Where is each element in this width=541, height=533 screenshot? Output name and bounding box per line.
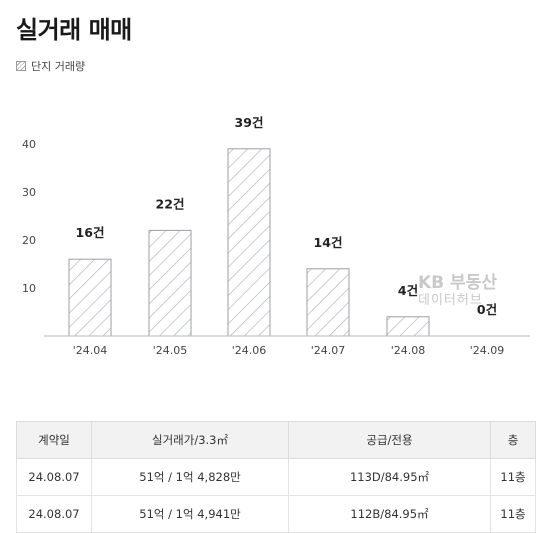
cell-price: 51억 / 1억 4,828만 (91, 458, 289, 496)
bar[interactable] (227, 148, 271, 337)
bar[interactable] (306, 268, 350, 337)
y-tick-label: 10 (22, 282, 36, 295)
x-tick-label: '24.05 (153, 344, 188, 357)
bar[interactable] (68, 258, 112, 337)
table-header-row: 계약일 실거래가/3.3㎡ 공급/전용 층 (16, 421, 536, 459)
cell-contract-date: 24.08.07 (16, 495, 92, 533)
x-tick-label: '24.08 (391, 344, 426, 357)
bar-value-label: 16건 (76, 225, 105, 240)
hatch-swatch-icon (16, 61, 26, 71)
table-row[interactable]: 24.08.07 51억 / 1억 4,941만 112B/84.95㎡ 11층 (16, 495, 536, 533)
legend: 단지 거래량 (16, 58, 85, 74)
y-tick-label: 30 (22, 186, 36, 199)
table-row[interactable]: 24.08.07 51억 / 1억 4,828만 113D/84.95㎡ 11층 (16, 458, 536, 496)
transaction-table: 계약일 실거래가/3.3㎡ 공급/전용 층 24.08.07 51억 / 1억 … (16, 421, 536, 533)
cell-area: 112B/84.95㎡ (288, 495, 491, 533)
y-tick-label: 40 (22, 138, 36, 151)
bar[interactable] (386, 316, 430, 337)
transaction-volume-chart: 10 20 30 40 16건 22건 39건 14건 4건 0건 '24.04 '24.05 '2… (22, 115, 530, 357)
cell-contract-date: 24.08.07 (16, 458, 92, 496)
cell-price: 51억 / 1억 4,941만 (91, 495, 289, 533)
bar-value-label: 14건 (314, 235, 343, 250)
legend-label: 단지 거래량 (31, 60, 86, 73)
x-tick-label: '24.04 (73, 344, 108, 357)
x-tick-label: '24.07 (311, 344, 346, 357)
col-header-area[interactable]: 공급/전용 (288, 421, 491, 459)
bar-value-label: 39건 (235, 115, 264, 130)
bar-value-label: 0건 (477, 302, 497, 317)
page-title: 실거래 매매 (16, 16, 132, 44)
x-tick-label: '24.09 (470, 344, 505, 357)
col-header-contract-date[interactable]: 계약일 (16, 421, 92, 459)
bar[interactable] (148, 229, 192, 337)
bar-value-label: 4건 (398, 283, 418, 298)
bar-value-label: 22건 (156, 196, 185, 211)
cell-area: 113D/84.95㎡ (288, 458, 491, 496)
x-tick-label: '24.06 (232, 344, 267, 357)
y-tick-label: 20 (22, 234, 36, 247)
col-header-price[interactable]: 실거래가/3.3㎡ (91, 421, 289, 459)
cell-floor: 11층 (490, 458, 536, 496)
col-header-floor[interactable]: 층 (490, 421, 536, 459)
cell-floor: 11층 (490, 495, 536, 533)
